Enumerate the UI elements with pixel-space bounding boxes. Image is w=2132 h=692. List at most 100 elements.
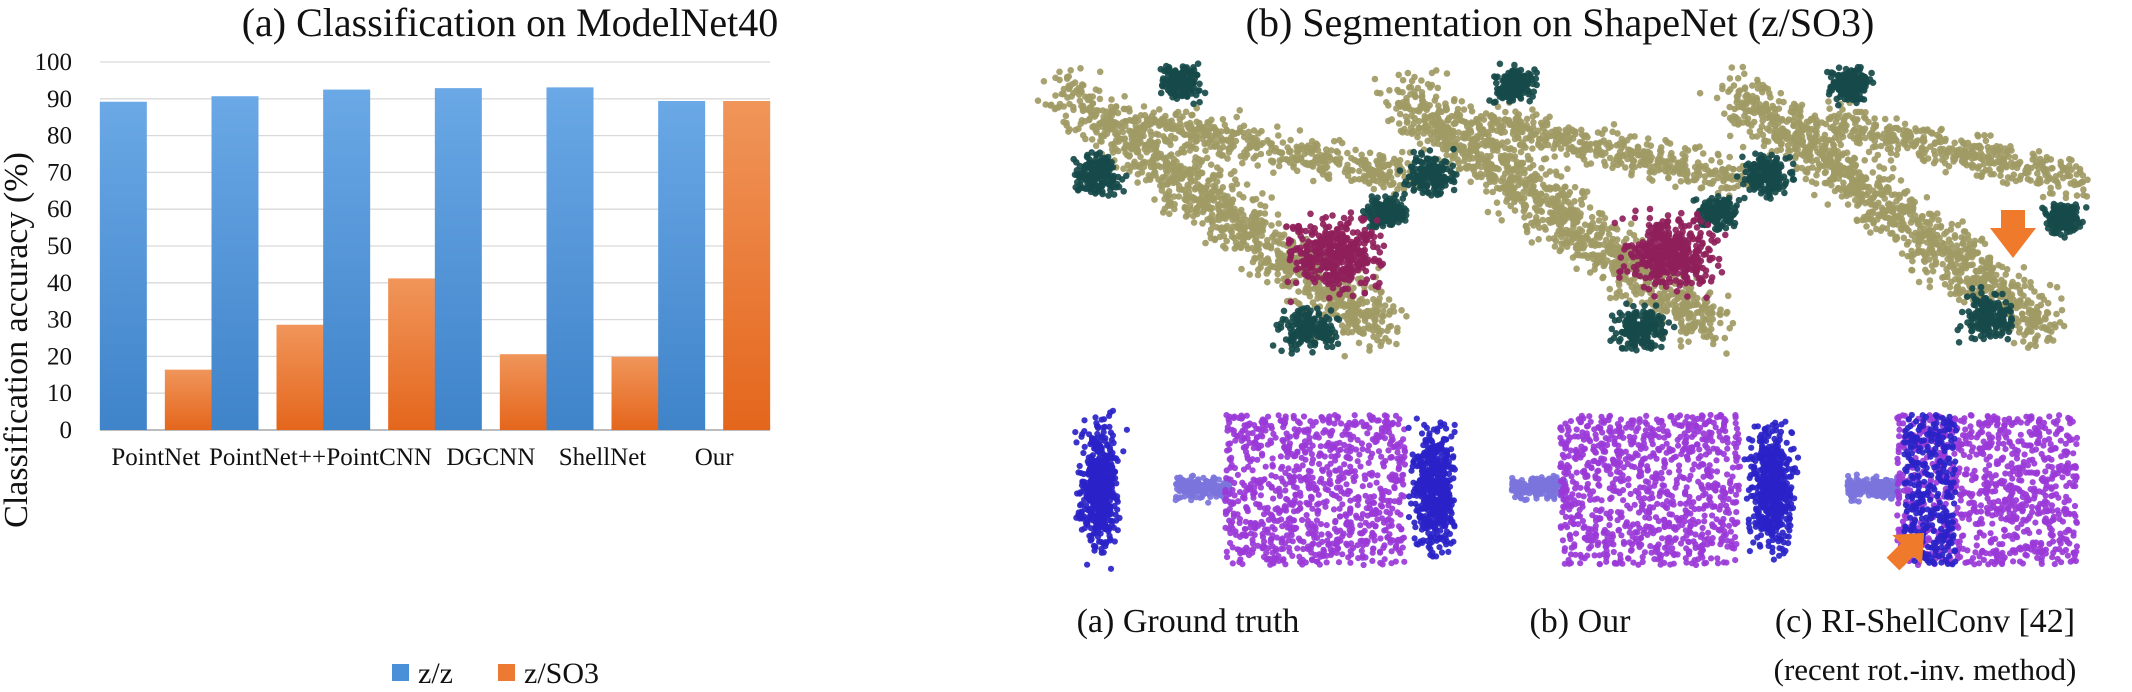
engine-point xyxy=(1417,149,1425,157)
body-point xyxy=(1460,130,1467,138)
body-point xyxy=(1513,168,1521,175)
part-point xyxy=(1672,277,1680,284)
body-point xyxy=(1344,309,1352,317)
body-point xyxy=(1231,168,1238,175)
body-point xyxy=(1293,143,1300,151)
body-point xyxy=(1546,113,1553,121)
part-point xyxy=(1287,251,1295,259)
body-point xyxy=(1644,135,1652,142)
body-point xyxy=(1236,107,1243,114)
engine-point xyxy=(1168,88,1175,96)
body-point xyxy=(1156,106,1163,113)
body-point xyxy=(1699,320,1706,328)
part-point xyxy=(1334,273,1342,281)
y-tick-label: 60 xyxy=(47,196,72,223)
body-point xyxy=(1567,239,1575,246)
body-point xyxy=(1487,161,1494,168)
body-point xyxy=(1683,328,1691,336)
body-point xyxy=(1571,183,1579,191)
body-point xyxy=(1606,249,1614,257)
engine-point xyxy=(1307,307,1314,315)
body-point xyxy=(1240,237,1247,244)
body-point xyxy=(1274,123,1281,130)
engine-point xyxy=(1443,165,1451,173)
legend-label: z/SO3 xyxy=(524,657,599,690)
body-point xyxy=(1219,184,1227,191)
body-point xyxy=(1635,150,1643,158)
engine-point xyxy=(1616,309,1624,317)
part-point xyxy=(1307,210,1314,218)
body-point xyxy=(1344,149,1351,157)
body-point xyxy=(1365,169,1373,176)
body-point xyxy=(1107,103,1115,111)
body-point xyxy=(1433,67,1440,74)
bar-zz-pointcnn xyxy=(323,89,371,430)
body-point xyxy=(1618,292,1626,300)
engine-point xyxy=(1491,73,1498,80)
body-point xyxy=(1182,213,1190,220)
body-point xyxy=(1552,185,1559,192)
body-point xyxy=(1563,151,1570,158)
body-point xyxy=(1701,165,1709,173)
body-point xyxy=(1383,99,1390,106)
body-point xyxy=(1408,77,1416,85)
body-point xyxy=(1538,208,1546,215)
body-point xyxy=(1710,168,1717,176)
body-point xyxy=(1318,288,1325,295)
body-point xyxy=(1250,155,1257,162)
part-point xyxy=(1706,230,1713,237)
body-point xyxy=(1540,125,1547,132)
part-point xyxy=(1344,266,1351,274)
engine-point xyxy=(1401,180,1408,188)
body-point xyxy=(1630,232,1638,239)
body-point xyxy=(1340,327,1347,335)
body-point xyxy=(1551,243,1559,250)
body-point xyxy=(1213,224,1221,231)
body-point xyxy=(1434,84,1442,92)
body-point xyxy=(1365,322,1372,329)
body-point xyxy=(1056,100,1064,108)
body-point xyxy=(1483,188,1490,195)
body-point xyxy=(1261,210,1269,217)
body-point xyxy=(1418,92,1426,100)
part-point xyxy=(1329,212,1336,219)
engine-point xyxy=(1301,327,1308,335)
body-point xyxy=(1279,139,1287,146)
body-point xyxy=(1241,224,1249,232)
body-point xyxy=(1458,98,1466,105)
body-point xyxy=(1304,282,1311,289)
y-tick-label: 20 xyxy=(47,343,72,370)
engine-point xyxy=(1196,98,1203,106)
engine-point xyxy=(1315,311,1323,319)
engine-point xyxy=(1379,208,1386,216)
body-point xyxy=(1540,155,1548,163)
part-point xyxy=(1329,284,1337,292)
body-point xyxy=(1207,234,1215,242)
body-point xyxy=(1203,154,1211,162)
body-point xyxy=(1272,229,1279,236)
engine-point xyxy=(1108,158,1115,166)
body-point xyxy=(1358,161,1365,169)
y-tick-label: 90 xyxy=(47,86,72,113)
body-point xyxy=(1256,209,1264,217)
body-point xyxy=(1224,205,1232,213)
body-point xyxy=(1192,145,1200,153)
body-point xyxy=(1135,125,1142,132)
engine-point xyxy=(1419,189,1427,197)
part-point xyxy=(1303,272,1311,280)
body-point xyxy=(1378,288,1385,296)
engine-point xyxy=(1388,221,1396,228)
body-point xyxy=(1417,102,1424,110)
body-point xyxy=(1120,105,1128,113)
body-point xyxy=(1483,140,1491,148)
body-point xyxy=(1254,271,1262,279)
engine-point xyxy=(1419,166,1427,173)
body-point xyxy=(1588,213,1596,221)
body-point xyxy=(1397,127,1405,135)
body-point xyxy=(1313,153,1321,161)
body-point xyxy=(1533,111,1540,118)
x-tick-labels: PointNet PointNet++ PointCNN DGCNN ShellNet O… xyxy=(111,444,734,471)
part-point xyxy=(1703,294,1710,302)
body-point xyxy=(1724,292,1732,300)
